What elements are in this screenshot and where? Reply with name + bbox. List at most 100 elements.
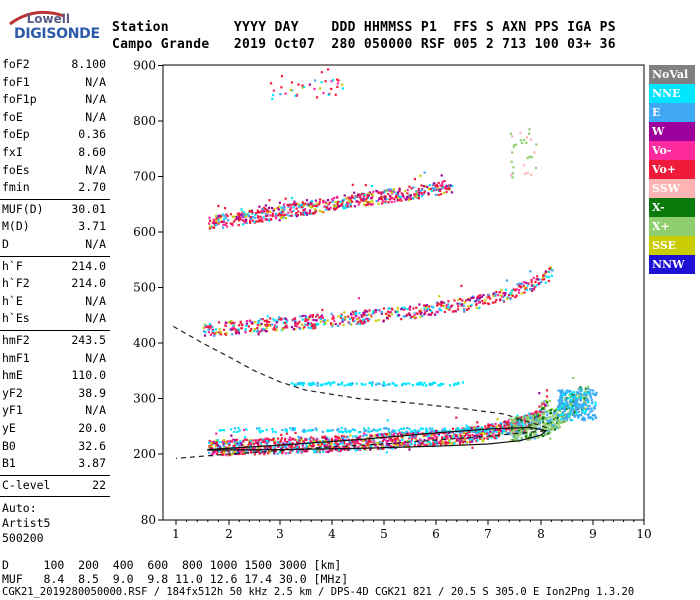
echo-point — [518, 419, 521, 422]
echo-point — [214, 223, 217, 227]
echo-point — [497, 432, 501, 435]
echo-point — [504, 292, 507, 295]
echo-point — [444, 442, 447, 445]
echo-point — [329, 429, 332, 432]
echo-point — [301, 318, 304, 321]
echo-point — [356, 193, 360, 196]
echo-point — [289, 427, 292, 430]
echo-point — [271, 430, 275, 433]
echo-point — [324, 441, 327, 444]
echo-point — [307, 321, 310, 324]
echo-point — [217, 215, 221, 218]
echo-point — [358, 316, 361, 319]
param-value: 20.0 — [78, 421, 106, 435]
param-value: 38.9 — [78, 385, 106, 400]
echo-point — [253, 328, 256, 331]
echo-point — [385, 439, 388, 443]
echo-point — [348, 197, 351, 200]
echo-point — [213, 441, 216, 445]
echo-point — [222, 440, 225, 443]
echo-point — [556, 405, 559, 408]
echo-point — [519, 428, 522, 431]
echo-point — [354, 442, 358, 445]
echo-point — [476, 297, 479, 300]
echo-point — [552, 420, 555, 423]
echo-point — [591, 401, 594, 404]
echo-point — [499, 425, 502, 429]
echo-point — [524, 414, 527, 417]
y-tick-label: 200 — [133, 447, 156, 461]
echo-point — [573, 415, 576, 418]
echo-point — [356, 448, 359, 451]
echo-point — [569, 392, 572, 395]
echo-point — [323, 323, 326, 326]
echo-point — [360, 438, 363, 442]
echo-point — [234, 330, 238, 333]
echo-point — [535, 410, 538, 413]
echo-point — [320, 314, 323, 317]
param-value: 8.60 — [78, 145, 106, 159]
echo-point — [270, 218, 273, 221]
echo-point — [287, 438, 291, 441]
echo-point — [365, 317, 368, 320]
echo-point — [274, 449, 277, 453]
param-separator — [0, 255, 110, 257]
y-tick-label: 600 — [133, 225, 156, 239]
echo-point — [319, 87, 322, 90]
echo-point — [212, 450, 215, 453]
echo-point — [511, 418, 514, 421]
echo-point — [281, 215, 284, 219]
echo-point — [503, 294, 506, 297]
echo-point — [336, 202, 339, 206]
echo-point — [307, 444, 310, 448]
echo-point — [461, 435, 464, 438]
echo-point — [543, 278, 546, 281]
echo-point — [406, 431, 409, 435]
echo-point — [564, 403, 567, 407]
echo-point — [357, 321, 360, 324]
echo-point — [257, 220, 260, 223]
echo-point — [213, 332, 216, 335]
echo-point — [560, 411, 563, 414]
echo-point — [462, 304, 466, 307]
echo-point — [374, 429, 377, 432]
echo-point — [359, 194, 362, 197]
echo-point — [412, 186, 415, 189]
echo-point — [370, 184, 374, 188]
echo-point — [571, 408, 575, 411]
echo-point — [573, 403, 576, 406]
echo-point — [439, 439, 442, 442]
echo-point — [589, 392, 592, 395]
echo-point — [328, 207, 331, 211]
echo-point — [263, 453, 266, 456]
echo-point — [321, 201, 325, 204]
echo-point — [253, 330, 256, 333]
echo-point — [439, 302, 442, 306]
echo-point — [272, 446, 275, 449]
echo-point — [486, 302, 490, 305]
echo-point — [392, 190, 395, 193]
echo-point — [294, 327, 297, 331]
echo-point — [279, 216, 282, 219]
echo-point — [466, 433, 469, 437]
echo-point — [390, 445, 393, 448]
echo-point — [562, 417, 565, 421]
echo-point — [453, 310, 456, 313]
echo-point — [529, 288, 532, 291]
echo-point — [406, 307, 409, 311]
echo-point — [344, 429, 347, 433]
echo-point — [256, 324, 260, 327]
echo-point — [388, 307, 391, 310]
echo-point — [499, 294, 503, 297]
echo-point — [520, 424, 523, 427]
echo-point — [309, 440, 312, 443]
echo-point — [514, 437, 517, 440]
echo-point — [515, 425, 518, 428]
echo-point — [349, 312, 353, 315]
echo-point — [443, 310, 447, 314]
echo-point — [518, 424, 522, 427]
echo-point — [282, 327, 285, 330]
echo-point — [269, 445, 272, 448]
echo-point — [277, 316, 281, 319]
echo-point — [491, 425, 495, 428]
